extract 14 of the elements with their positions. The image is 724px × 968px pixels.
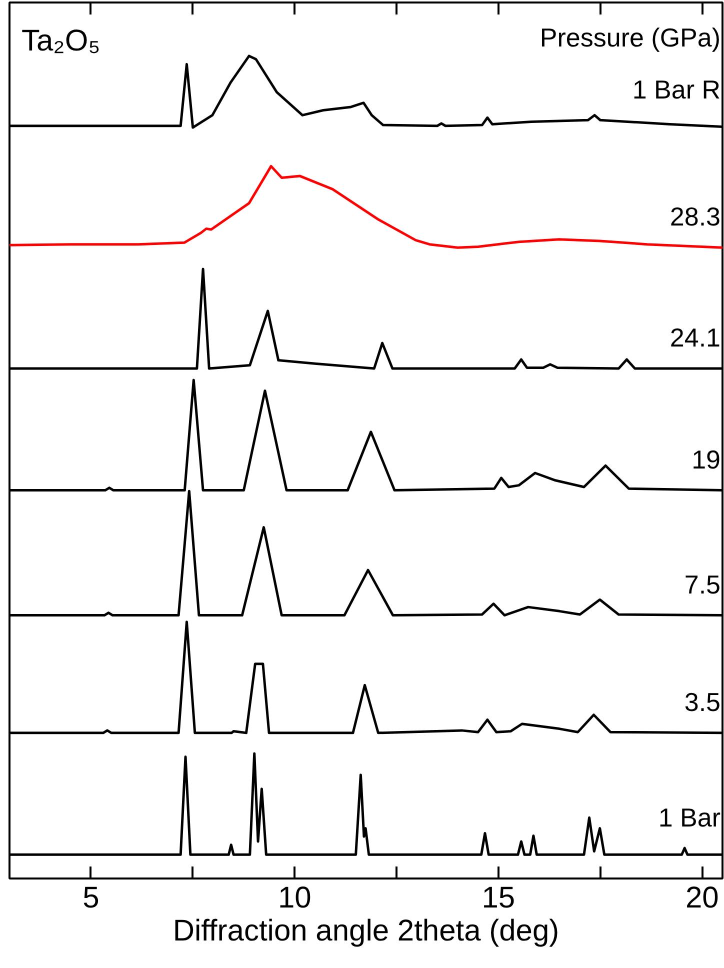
- series-label: 3.5: [684, 686, 721, 717]
- x-tick-label: 10: [278, 882, 312, 914]
- legend-title: Pressure (GPa): [540, 22, 721, 52]
- series-label: 28.3: [670, 202, 721, 232]
- annotation: Ta₂O₅: [22, 24, 100, 58]
- x-tick-label: 20: [685, 882, 719, 914]
- x-axis-title: Diffraction angle 2theta (deg): [172, 914, 560, 948]
- series-label: 1 Bar: [658, 802, 721, 833]
- x-tick-label: 15: [482, 882, 516, 914]
- series-label: 7.5: [684, 569, 721, 600]
- series-label: 24.1: [670, 322, 721, 353]
- x-tick-label: 5: [82, 882, 100, 914]
- series-label: 1 Bar R: [632, 74, 721, 105]
- series-label: 19: [692, 444, 720, 474]
